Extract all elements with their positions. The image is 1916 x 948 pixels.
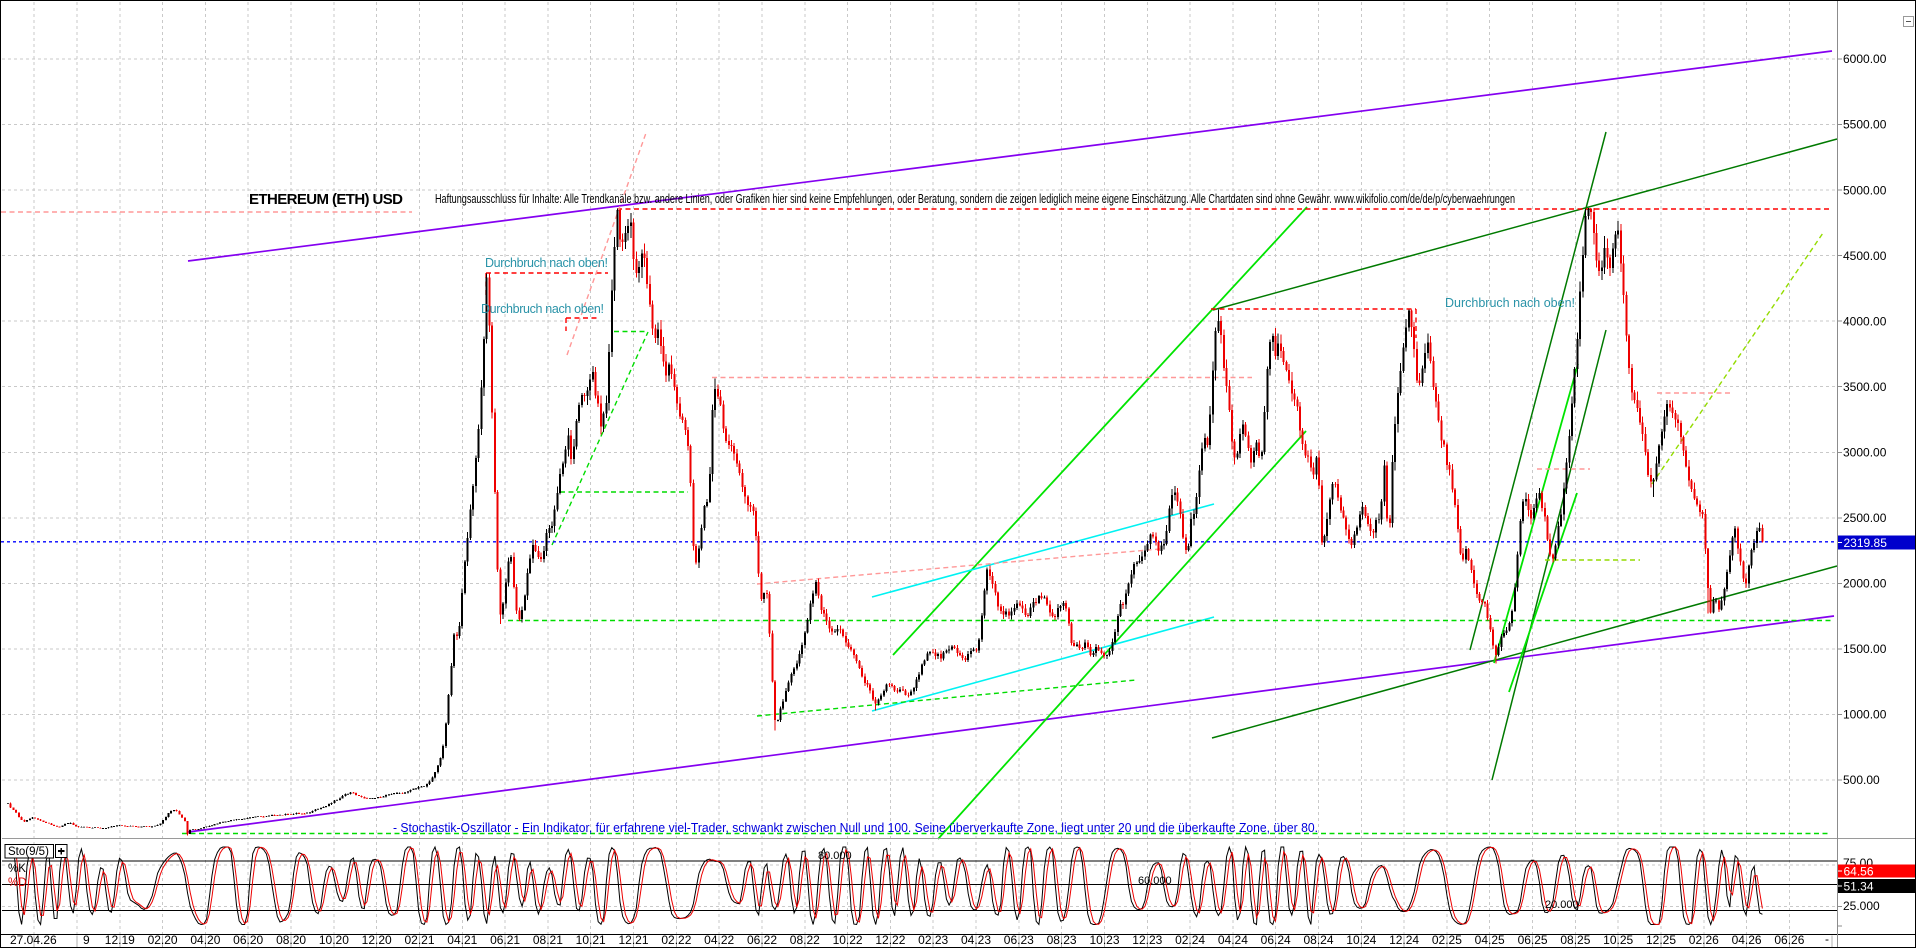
svg-text:04.20: 04.20 bbox=[190, 933, 220, 947]
svg-text:12.24: 12.24 bbox=[1389, 933, 1419, 947]
svg-text:80.000: 80.000 bbox=[818, 850, 852, 862]
svg-text:500.00: 500.00 bbox=[1843, 773, 1880, 787]
svg-text:08.24: 08.24 bbox=[1303, 933, 1333, 947]
svg-text:12.22: 12.22 bbox=[875, 933, 905, 947]
svg-text:08.22: 08.22 bbox=[790, 933, 820, 947]
svg-text:04.23: 04.23 bbox=[961, 933, 991, 947]
svg-text:3000.00: 3000.00 bbox=[1843, 446, 1887, 460]
svg-text:02.25: 02.25 bbox=[1432, 933, 1462, 947]
svg-text:- Stochastik-Oszillator - Ein: - Stochastik-Oszillator - Ein Indikator,… bbox=[393, 821, 1318, 835]
svg-text:02.22: 02.22 bbox=[661, 933, 691, 947]
svg-text:04.21: 04.21 bbox=[447, 933, 477, 947]
svg-text:12.19: 12.19 bbox=[105, 933, 135, 947]
svg-text:12.20: 12.20 bbox=[362, 933, 392, 947]
svg-text:4000.00: 4000.00 bbox=[1843, 314, 1887, 328]
svg-text:4500.00: 4500.00 bbox=[1843, 249, 1887, 263]
svg-text:08.23: 08.23 bbox=[1047, 933, 1077, 947]
svg-text:08.21: 08.21 bbox=[533, 933, 563, 947]
svg-text:Sto(9/5): Sto(9/5) bbox=[8, 846, 49, 858]
svg-text:%D: %D bbox=[8, 877, 27, 889]
svg-text:Durchbruch nach oben!: Durchbruch nach oben! bbox=[1445, 296, 1575, 310]
svg-text:02.20: 02.20 bbox=[148, 933, 178, 947]
svg-text:12.23: 12.23 bbox=[1132, 933, 1162, 947]
svg-text:6000.00: 6000.00 bbox=[1843, 52, 1887, 66]
svg-text:06.25: 06.25 bbox=[1518, 933, 1548, 947]
svg-text:08.20: 08.20 bbox=[276, 933, 306, 947]
svg-text:10.20: 10.20 bbox=[319, 933, 349, 947]
svg-text:10.25: 10.25 bbox=[1603, 933, 1633, 947]
svg-text:2000.00: 2000.00 bbox=[1843, 577, 1887, 591]
svg-text:02.23: 02.23 bbox=[918, 933, 948, 947]
svg-text:5000.00: 5000.00 bbox=[1843, 183, 1887, 197]
svg-text:06.20: 06.20 bbox=[233, 933, 263, 947]
svg-text:25.000: 25.000 bbox=[1843, 899, 1880, 913]
svg-text:04.22: 04.22 bbox=[704, 933, 734, 947]
svg-text:06.26: 06.26 bbox=[1774, 933, 1804, 947]
svg-text:Durchbruch nach oben!: Durchbruch nach oben! bbox=[485, 256, 608, 270]
svg-text:1000.00: 1000.00 bbox=[1843, 708, 1887, 722]
svg-text:06.24: 06.24 bbox=[1261, 933, 1291, 947]
svg-text:51.34: 51.34 bbox=[1844, 880, 1874, 894]
svg-text:64.56: 64.56 bbox=[1844, 865, 1874, 879]
svg-text:08.25: 08.25 bbox=[1560, 933, 1590, 947]
svg-text:10.24: 10.24 bbox=[1346, 933, 1376, 947]
svg-text:10.22: 10.22 bbox=[833, 933, 863, 947]
svg-text:04.25: 04.25 bbox=[1475, 933, 1505, 947]
svg-text:02.21: 02.21 bbox=[404, 933, 434, 947]
svg-text:02.26: 02.26 bbox=[1689, 933, 1719, 947]
svg-text:2500.00: 2500.00 bbox=[1843, 511, 1887, 525]
svg-text:06.22: 06.22 bbox=[747, 933, 777, 947]
svg-text:12.21: 12.21 bbox=[618, 933, 648, 947]
svg-text:-: - bbox=[1825, 932, 1829, 946]
svg-text:2319.85: 2319.85 bbox=[1844, 536, 1888, 550]
svg-text:12.25: 12.25 bbox=[1646, 933, 1676, 947]
svg-text:06.21: 06.21 bbox=[490, 933, 520, 947]
svg-text:Haftungsausschluss für Inhalte: Haftungsausschluss für Inhalte: Alle Tre… bbox=[435, 192, 1515, 206]
svg-text:60.000: 60.000 bbox=[1138, 875, 1172, 887]
svg-text:ETHEREUM (ETH) USD: ETHEREUM (ETH) USD bbox=[249, 191, 403, 208]
svg-text:04.26: 04.26 bbox=[1732, 933, 1762, 947]
svg-text:02.24: 02.24 bbox=[1175, 933, 1205, 947]
svg-text:5500.00: 5500.00 bbox=[1843, 118, 1887, 132]
svg-text:27.04.26: 27.04.26 bbox=[10, 933, 57, 947]
svg-text:3500.00: 3500.00 bbox=[1843, 380, 1887, 394]
svg-text:1500.00: 1500.00 bbox=[1843, 642, 1887, 656]
svg-text:Durchbruch nach oben!: Durchbruch nach oben! bbox=[481, 302, 604, 316]
svg-text:9: 9 bbox=[83, 933, 90, 947]
svg-text:%K: %K bbox=[8, 863, 26, 875]
svg-text:20.000: 20.000 bbox=[1545, 899, 1579, 911]
svg-text:04.24: 04.24 bbox=[1218, 933, 1248, 947]
svg-text:10.23: 10.23 bbox=[1089, 933, 1119, 947]
svg-text:06.23: 06.23 bbox=[1004, 933, 1034, 947]
svg-text:10.21: 10.21 bbox=[576, 933, 606, 947]
